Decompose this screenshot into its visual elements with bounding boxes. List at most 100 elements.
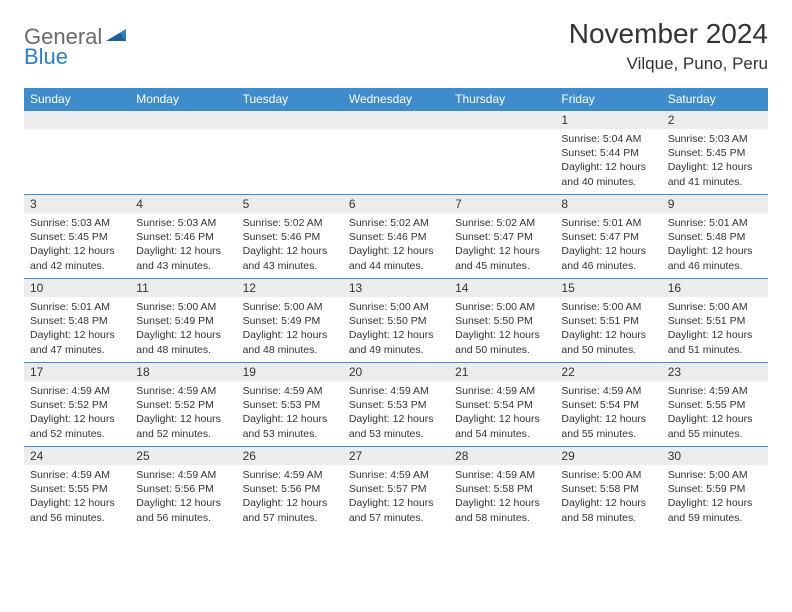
weekday-header-row: Sunday Monday Tuesday Wednesday Thursday… (24, 88, 768, 111)
daylight-text: Daylight: 12 hours and 54 minutes. (455, 412, 549, 440)
daylight-text: Daylight: 12 hours and 42 minutes. (30, 244, 124, 272)
day-number: 29 (555, 447, 661, 465)
day-number: 10 (24, 279, 130, 297)
calendar-cell: 15Sunrise: 5:00 AMSunset: 5:51 PMDayligh… (555, 279, 661, 363)
day-number: 28 (449, 447, 555, 465)
daylight-text: Daylight: 12 hours and 48 minutes. (243, 328, 337, 356)
day-number: 7 (449, 195, 555, 213)
calendar-cell: 24Sunrise: 4:59 AMSunset: 5:55 PMDayligh… (24, 447, 130, 531)
calendar-cell: 8Sunrise: 5:01 AMSunset: 5:47 PMDaylight… (555, 195, 661, 279)
day-number: 23 (662, 363, 768, 381)
day-number: 17 (24, 363, 130, 381)
day-number: 4 (130, 195, 236, 213)
calendar-cell: 16Sunrise: 5:00 AMSunset: 5:51 PMDayligh… (662, 279, 768, 363)
calendar-row: 10Sunrise: 5:01 AMSunset: 5:48 PMDayligh… (24, 279, 768, 363)
sunset-text: Sunset: 5:50 PM (455, 314, 549, 328)
sunset-text: Sunset: 5:50 PM (349, 314, 443, 328)
day-details: Sunrise: 4:59 AMSunset: 5:56 PMDaylight:… (130, 465, 236, 529)
sunset-text: Sunset: 5:44 PM (561, 146, 655, 160)
sunrise-text: Sunrise: 5:04 AM (561, 132, 655, 146)
calendar-cell: 17Sunrise: 4:59 AMSunset: 5:52 PMDayligh… (24, 363, 130, 447)
day-details: Sunrise: 4:59 AMSunset: 5:55 PMDaylight:… (662, 381, 768, 445)
day-number: 25 (130, 447, 236, 465)
daylight-text: Daylight: 12 hours and 43 minutes. (136, 244, 230, 272)
sunset-text: Sunset: 5:45 PM (30, 230, 124, 244)
day-number (130, 111, 236, 129)
sunset-text: Sunset: 5:56 PM (136, 482, 230, 496)
sunset-text: Sunset: 5:57 PM (349, 482, 443, 496)
sunrise-text: Sunrise: 5:02 AM (349, 216, 443, 230)
sunrise-text: Sunrise: 5:00 AM (455, 300, 549, 314)
day-number: 11 (130, 279, 236, 297)
sunset-text: Sunset: 5:56 PM (243, 482, 337, 496)
calendar-row: 24Sunrise: 4:59 AMSunset: 5:55 PMDayligh… (24, 447, 768, 531)
day-details: Sunrise: 4:59 AMSunset: 5:57 PMDaylight:… (343, 465, 449, 529)
sunrise-text: Sunrise: 5:00 AM (561, 468, 655, 482)
calendar-cell: 12Sunrise: 5:00 AMSunset: 5:49 PMDayligh… (237, 279, 343, 363)
sunset-text: Sunset: 5:53 PM (349, 398, 443, 412)
day-number: 14 (449, 279, 555, 297)
sunrise-text: Sunrise: 5:01 AM (668, 216, 762, 230)
day-number: 2 (662, 111, 768, 129)
sunrise-text: Sunrise: 5:01 AM (561, 216, 655, 230)
sunset-text: Sunset: 5:58 PM (561, 482, 655, 496)
month-title: November 2024 (569, 18, 768, 50)
title-block: November 2024 Vilque, Puno, Peru (569, 18, 768, 74)
day-number: 13 (343, 279, 449, 297)
sunrise-text: Sunrise: 4:59 AM (349, 468, 443, 482)
day-number: 15 (555, 279, 661, 297)
day-number: 21 (449, 363, 555, 381)
sunrise-text: Sunrise: 5:00 AM (668, 468, 762, 482)
daylight-text: Daylight: 12 hours and 56 minutes. (136, 496, 230, 524)
daylight-text: Daylight: 12 hours and 46 minutes. (668, 244, 762, 272)
weekday-header: Tuesday (237, 88, 343, 111)
day-number: 5 (237, 195, 343, 213)
day-details: Sunrise: 5:03 AMSunset: 5:46 PMDaylight:… (130, 213, 236, 277)
sunrise-text: Sunrise: 5:02 AM (455, 216, 549, 230)
daylight-text: Daylight: 12 hours and 50 minutes. (561, 328, 655, 356)
sunrise-text: Sunrise: 5:00 AM (561, 300, 655, 314)
day-details: Sunrise: 5:00 AMSunset: 5:50 PMDaylight:… (343, 297, 449, 361)
calendar-cell: 6Sunrise: 5:02 AMSunset: 5:46 PMDaylight… (343, 195, 449, 279)
sunset-text: Sunset: 5:48 PM (30, 314, 124, 328)
weekday-header: Friday (555, 88, 661, 111)
sunrise-text: Sunrise: 5:00 AM (243, 300, 337, 314)
day-details: Sunrise: 5:00 AMSunset: 5:51 PMDaylight:… (662, 297, 768, 361)
day-details: Sunrise: 5:01 AMSunset: 5:48 PMDaylight:… (24, 297, 130, 361)
sunset-text: Sunset: 5:48 PM (668, 230, 762, 244)
sunset-text: Sunset: 5:49 PM (243, 314, 337, 328)
day-number: 19 (237, 363, 343, 381)
daylight-text: Daylight: 12 hours and 57 minutes. (243, 496, 337, 524)
sunset-text: Sunset: 5:51 PM (561, 314, 655, 328)
daylight-text: Daylight: 12 hours and 41 minutes. (668, 160, 762, 188)
day-number: 8 (555, 195, 661, 213)
day-details: Sunrise: 4:59 AMSunset: 5:52 PMDaylight:… (130, 381, 236, 445)
calendar-cell: 5Sunrise: 5:02 AMSunset: 5:46 PMDaylight… (237, 195, 343, 279)
calendar-cell: 3Sunrise: 5:03 AMSunset: 5:45 PMDaylight… (24, 195, 130, 279)
day-details: Sunrise: 4:59 AMSunset: 5:53 PMDaylight:… (343, 381, 449, 445)
calendar-cell: 21Sunrise: 4:59 AMSunset: 5:54 PMDayligh… (449, 363, 555, 447)
sunrise-text: Sunrise: 5:03 AM (30, 216, 124, 230)
sunset-text: Sunset: 5:47 PM (455, 230, 549, 244)
daylight-text: Daylight: 12 hours and 44 minutes. (349, 244, 443, 272)
calendar-cell: 28Sunrise: 4:59 AMSunset: 5:58 PMDayligh… (449, 447, 555, 531)
sunrise-text: Sunrise: 4:59 AM (455, 468, 549, 482)
calendar-cell: 4Sunrise: 5:03 AMSunset: 5:46 PMDaylight… (130, 195, 236, 279)
sunset-text: Sunset: 5:52 PM (30, 398, 124, 412)
calendar-cell: 7Sunrise: 5:02 AMSunset: 5:47 PMDaylight… (449, 195, 555, 279)
calendar-cell: 11Sunrise: 5:00 AMSunset: 5:49 PMDayligh… (130, 279, 236, 363)
calendar-cell: 30Sunrise: 5:00 AMSunset: 5:59 PMDayligh… (662, 447, 768, 531)
calendar-cell: 1Sunrise: 5:04 AMSunset: 5:44 PMDaylight… (555, 111, 661, 195)
weekday-header: Saturday (662, 88, 768, 111)
day-number (449, 111, 555, 129)
sunset-text: Sunset: 5:45 PM (668, 146, 762, 160)
day-details: Sunrise: 5:02 AMSunset: 5:46 PMDaylight:… (343, 213, 449, 277)
daylight-text: Daylight: 12 hours and 46 minutes. (561, 244, 655, 272)
day-details: Sunrise: 5:00 AMSunset: 5:51 PMDaylight:… (555, 297, 661, 361)
daylight-text: Daylight: 12 hours and 40 minutes. (561, 160, 655, 188)
calendar-cell: 18Sunrise: 4:59 AMSunset: 5:52 PMDayligh… (130, 363, 236, 447)
day-details: Sunrise: 5:00 AMSunset: 5:49 PMDaylight:… (130, 297, 236, 361)
sunrise-text: Sunrise: 5:00 AM (136, 300, 230, 314)
calendar-cell: 14Sunrise: 5:00 AMSunset: 5:50 PMDayligh… (449, 279, 555, 363)
sunset-text: Sunset: 5:54 PM (561, 398, 655, 412)
